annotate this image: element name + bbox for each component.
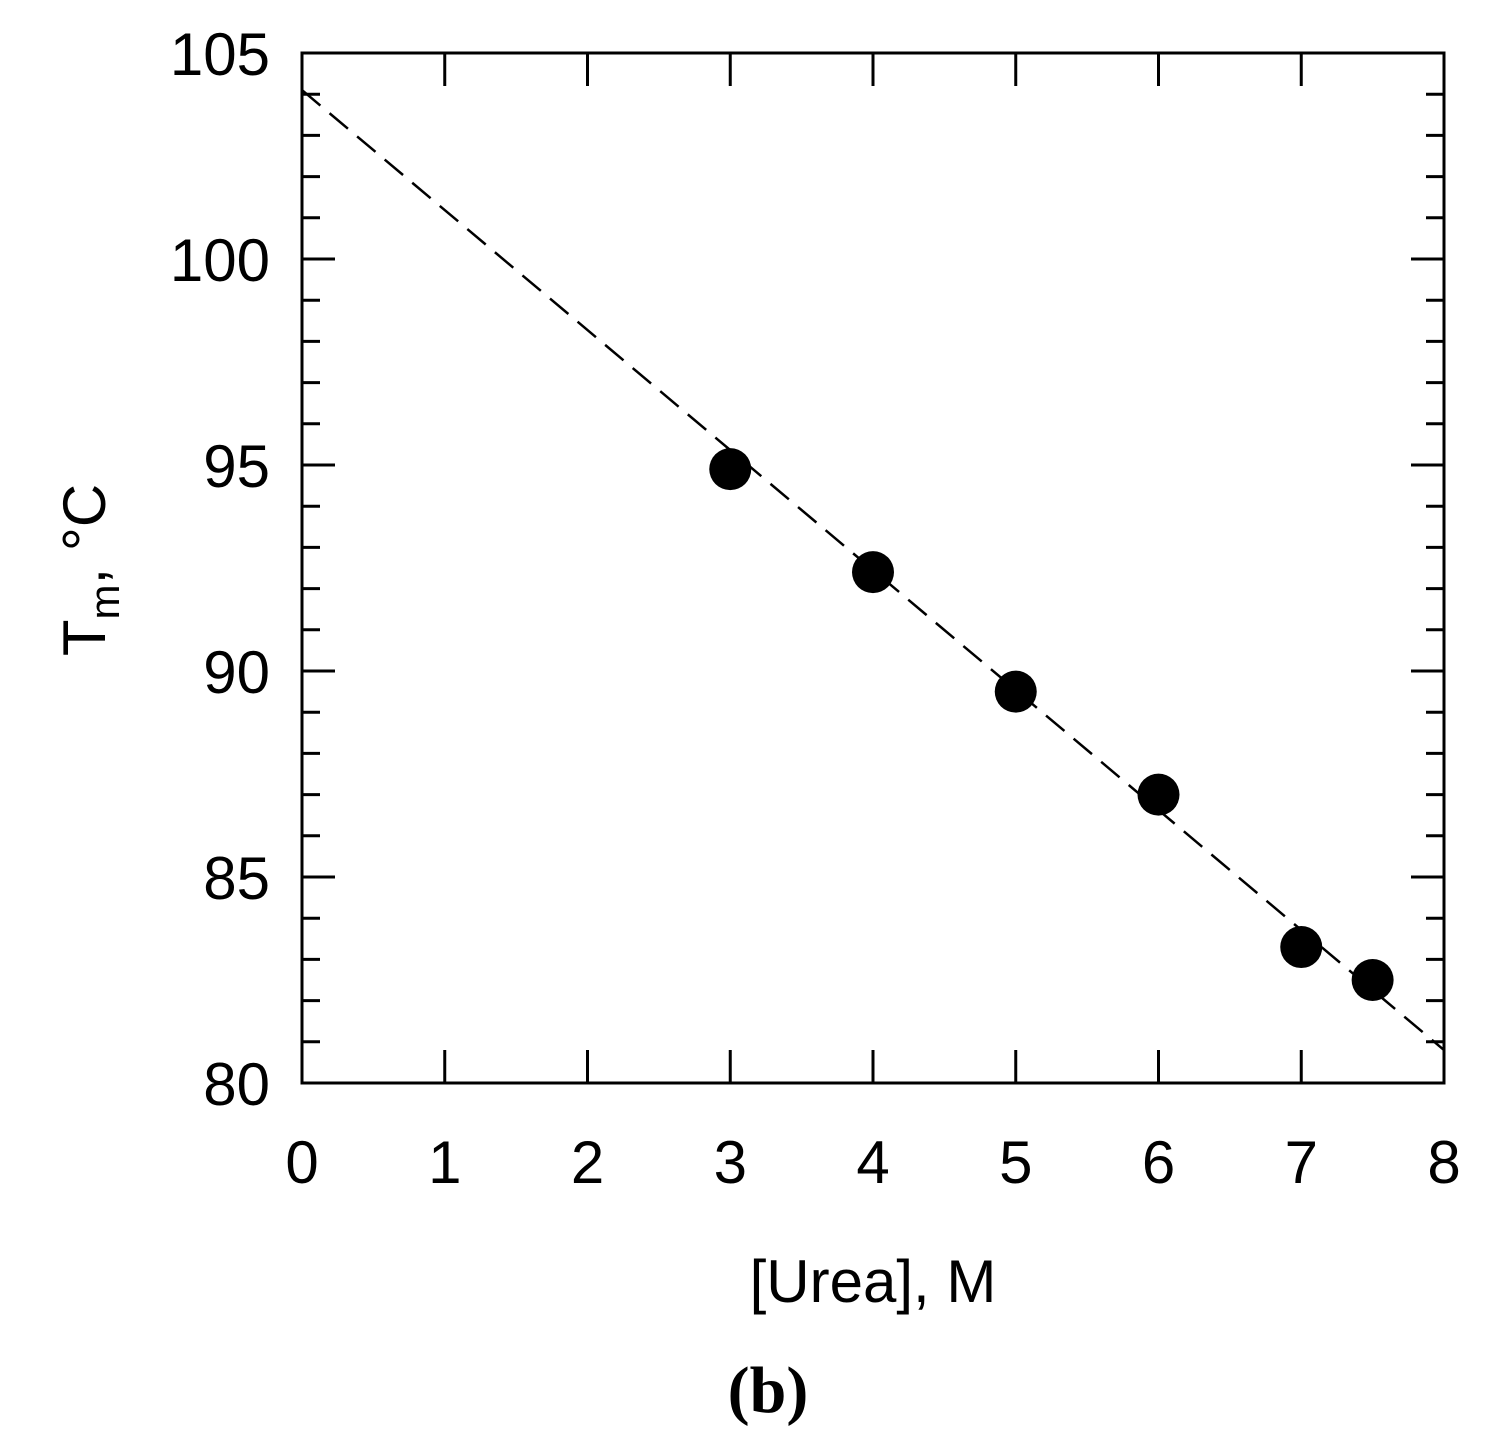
x-tick-labels: 0 1 2 3 4 5 6 7 8 bbox=[285, 1129, 1460, 1196]
tick-marks bbox=[300, 51, 1446, 1085]
svg-text:Tm, °C: Tm, °C bbox=[51, 484, 128, 656]
x-axis-title: [Urea], M bbox=[750, 1248, 997, 1315]
y-tick-label: 100 bbox=[170, 227, 270, 294]
x-tick-label: 3 bbox=[714, 1129, 747, 1196]
y-tick-label: 90 bbox=[203, 639, 270, 706]
x-tick-label: 2 bbox=[571, 1129, 604, 1196]
fit-line-layer bbox=[301, 89, 1445, 1051]
x-tick-label: 5 bbox=[999, 1129, 1032, 1196]
y-tick-label: 85 bbox=[203, 845, 270, 912]
fit-line bbox=[301, 89, 1445, 1051]
panel-label: (b) bbox=[728, 1354, 809, 1427]
data-points bbox=[709, 448, 1394, 1001]
data-point bbox=[1351, 959, 1394, 1001]
x-tick-label: 1 bbox=[428, 1129, 461, 1196]
data-point bbox=[994, 670, 1037, 713]
data-point bbox=[852, 551, 894, 594]
y-axis-title-subscript: m bbox=[81, 585, 128, 620]
y-axis-title-main: T bbox=[51, 620, 118, 657]
x-tick-label: 6 bbox=[1142, 1129, 1175, 1196]
data-point bbox=[1137, 773, 1180, 816]
y-axis-title: Tm, °C bbox=[51, 484, 128, 656]
y-tick-label: 95 bbox=[203, 433, 270, 500]
x-tick-label: 0 bbox=[285, 1129, 318, 1196]
data-point bbox=[709, 448, 752, 491]
y-tick-labels: 80 85 90 95 100 105 bbox=[170, 21, 270, 1118]
plot-frame bbox=[300, 51, 1446, 1085]
y-axis-title-unit: , °C bbox=[51, 484, 118, 585]
data-point bbox=[1280, 926, 1323, 969]
y-tick-label: 80 bbox=[203, 1051, 270, 1118]
x-tick-label: 4 bbox=[856, 1129, 889, 1196]
x-tick-label: 8 bbox=[1427, 1129, 1460, 1196]
y-tick-label: 105 bbox=[170, 21, 270, 88]
x-tick-label: 7 bbox=[1285, 1129, 1318, 1196]
